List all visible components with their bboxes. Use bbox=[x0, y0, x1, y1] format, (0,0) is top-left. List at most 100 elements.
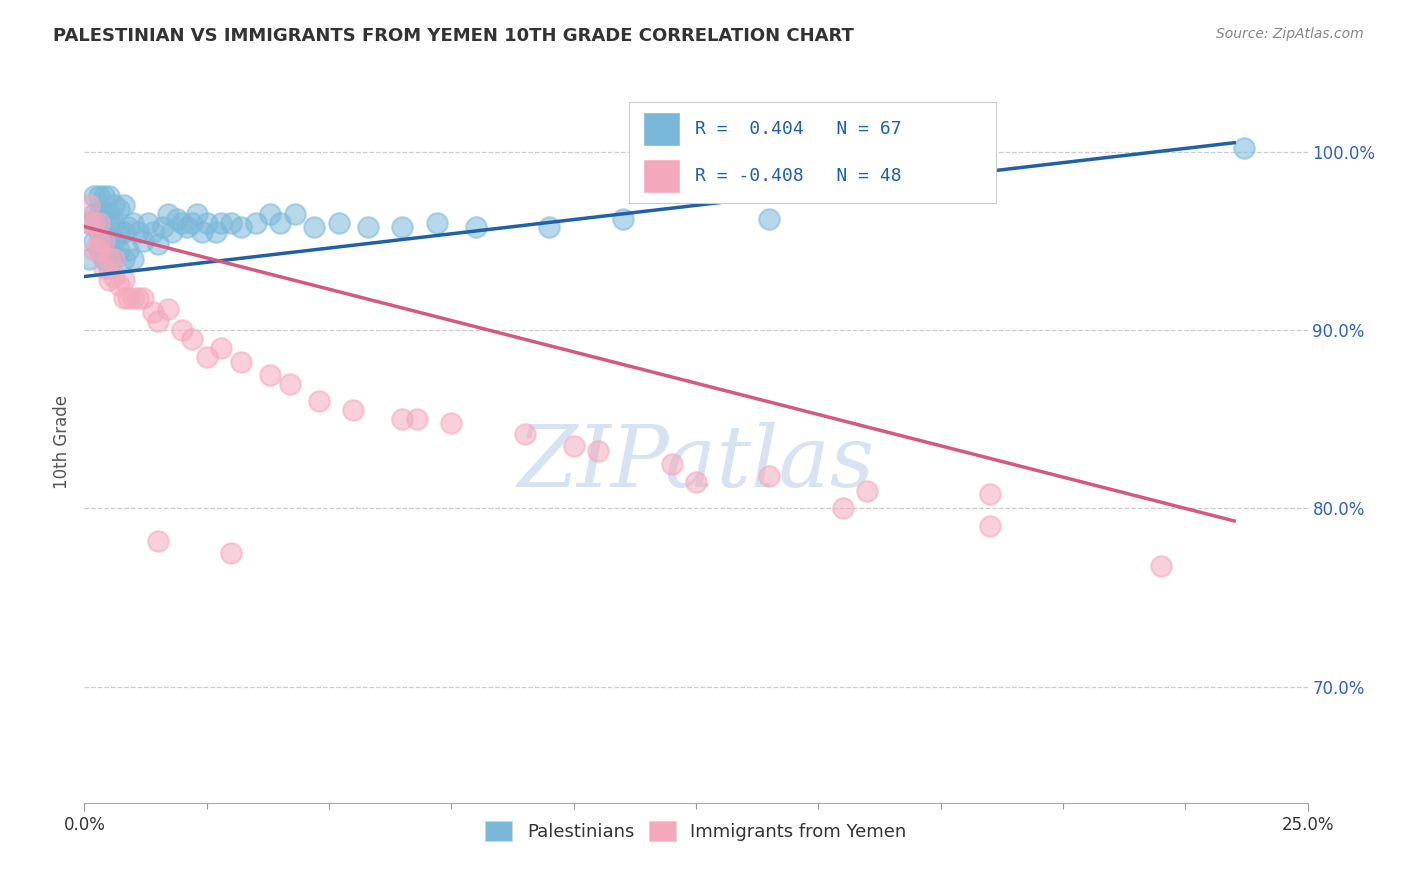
Point bbox=[181, 332, 204, 346]
Point bbox=[146, 237, 169, 252]
Point bbox=[77, 198, 100, 212]
Point bbox=[93, 234, 115, 248]
Point bbox=[426, 216, 449, 230]
Point bbox=[391, 412, 413, 426]
Point bbox=[93, 234, 115, 248]
Point bbox=[77, 216, 100, 230]
Point bbox=[127, 225, 149, 239]
Point bbox=[97, 260, 120, 275]
Point bbox=[87, 225, 110, 239]
Point bbox=[685, 475, 707, 489]
Point bbox=[93, 189, 115, 203]
Point bbox=[117, 219, 139, 234]
Point bbox=[83, 189, 105, 203]
Point bbox=[328, 216, 350, 230]
Point bbox=[103, 216, 125, 230]
Text: PALESTINIAN VS IMMIGRANTS FROM YEMEN 10TH GRADE CORRELATION CHART: PALESTINIAN VS IMMIGRANTS FROM YEMEN 10T… bbox=[53, 27, 855, 45]
Point bbox=[440, 416, 463, 430]
Point bbox=[513, 426, 536, 441]
Point bbox=[162, 225, 184, 239]
Point bbox=[103, 269, 125, 284]
Point bbox=[107, 225, 129, 239]
Point bbox=[1233, 141, 1256, 155]
Point bbox=[186, 207, 208, 221]
Point bbox=[87, 234, 110, 248]
Point bbox=[97, 243, 120, 257]
Point bbox=[229, 219, 252, 234]
Point bbox=[1150, 558, 1173, 573]
Point bbox=[83, 207, 105, 221]
Point bbox=[146, 314, 169, 328]
Point bbox=[87, 189, 110, 203]
Point bbox=[122, 216, 145, 230]
Point bbox=[979, 487, 1001, 501]
Point bbox=[831, 501, 853, 516]
Point bbox=[107, 278, 129, 293]
Point bbox=[391, 219, 413, 234]
Point bbox=[245, 216, 267, 230]
Point bbox=[856, 483, 879, 498]
Point bbox=[112, 225, 135, 239]
Point bbox=[122, 252, 145, 266]
Point bbox=[103, 198, 125, 212]
Point bbox=[132, 291, 155, 305]
Point bbox=[103, 252, 125, 266]
Point bbox=[132, 234, 155, 248]
Point bbox=[97, 273, 120, 287]
Point bbox=[284, 207, 307, 221]
Point bbox=[117, 243, 139, 257]
Point bbox=[219, 546, 242, 560]
Point bbox=[97, 207, 120, 221]
Point bbox=[136, 216, 159, 230]
Y-axis label: 10th Grade: 10th Grade bbox=[53, 394, 72, 489]
Point bbox=[97, 216, 120, 230]
Point bbox=[166, 212, 188, 227]
Point bbox=[122, 291, 145, 305]
Point bbox=[259, 368, 281, 382]
Point bbox=[87, 207, 110, 221]
Point bbox=[181, 216, 204, 230]
Point bbox=[93, 260, 115, 275]
Text: ZIPatlas: ZIPatlas bbox=[517, 422, 875, 505]
Point bbox=[97, 234, 120, 248]
Point bbox=[195, 216, 218, 230]
Point bbox=[97, 252, 120, 266]
Point bbox=[127, 291, 149, 305]
Point bbox=[87, 243, 110, 257]
Point bbox=[304, 219, 326, 234]
Point bbox=[278, 376, 301, 391]
Point bbox=[156, 301, 179, 316]
Point bbox=[112, 273, 135, 287]
Point bbox=[97, 189, 120, 203]
Point bbox=[117, 291, 139, 305]
Point bbox=[205, 225, 228, 239]
Point bbox=[219, 216, 242, 230]
Point bbox=[83, 216, 105, 230]
Point bbox=[661, 457, 683, 471]
Point bbox=[586, 444, 609, 458]
Point bbox=[77, 252, 100, 266]
Point bbox=[464, 219, 486, 234]
Point bbox=[758, 212, 780, 227]
Point bbox=[172, 216, 194, 230]
Point bbox=[142, 225, 165, 239]
Point bbox=[209, 341, 232, 355]
Point bbox=[612, 212, 634, 227]
Point bbox=[107, 243, 129, 257]
Point bbox=[152, 219, 174, 234]
Point bbox=[758, 469, 780, 483]
Point bbox=[269, 216, 291, 230]
Point bbox=[406, 412, 429, 426]
Point bbox=[93, 252, 115, 266]
Point bbox=[112, 291, 135, 305]
Legend: Palestinians, Immigrants from Yemen: Palestinians, Immigrants from Yemen bbox=[478, 814, 914, 848]
Point bbox=[142, 305, 165, 319]
Point bbox=[87, 216, 110, 230]
Point bbox=[93, 225, 115, 239]
Point bbox=[259, 207, 281, 221]
Point bbox=[146, 533, 169, 548]
Point bbox=[83, 243, 105, 257]
Text: Source: ZipAtlas.com: Source: ZipAtlas.com bbox=[1216, 27, 1364, 41]
Point bbox=[308, 394, 330, 409]
Point bbox=[93, 207, 115, 221]
